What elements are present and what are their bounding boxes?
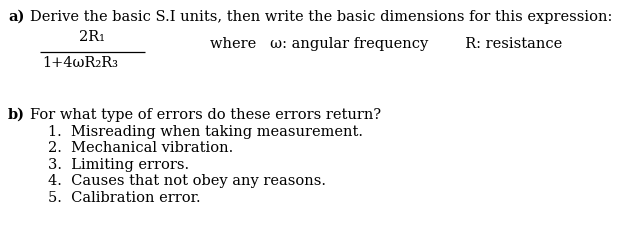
Text: 4.  Causes that not obey any reasons.: 4. Causes that not obey any reasons. (48, 174, 326, 189)
Text: 2R₁: 2R₁ (80, 30, 105, 44)
Text: b): b) (8, 108, 25, 122)
Text: 1.  Misreading when taking measurement.: 1. Misreading when taking measurement. (48, 125, 363, 139)
Text: Derive the basic S.I units, then write the basic dimensions for this expression:: Derive the basic S.I units, then write t… (30, 10, 612, 24)
Text: 5.  Calibration error.: 5. Calibration error. (48, 191, 201, 205)
Text: a): a) (8, 10, 24, 24)
Text: For what type of errors do these errors return?: For what type of errors do these errors … (30, 108, 381, 122)
Text: 3.  Limiting errors.: 3. Limiting errors. (48, 158, 189, 172)
Text: 1+4ωR₂R₃: 1+4ωR₂R₃ (42, 56, 118, 70)
Text: where   ω: angular frequency        R: resistance: where ω: angular frequency R: resistance (210, 37, 562, 51)
Text: 2.  Mechanical vibration.: 2. Mechanical vibration. (48, 141, 233, 156)
